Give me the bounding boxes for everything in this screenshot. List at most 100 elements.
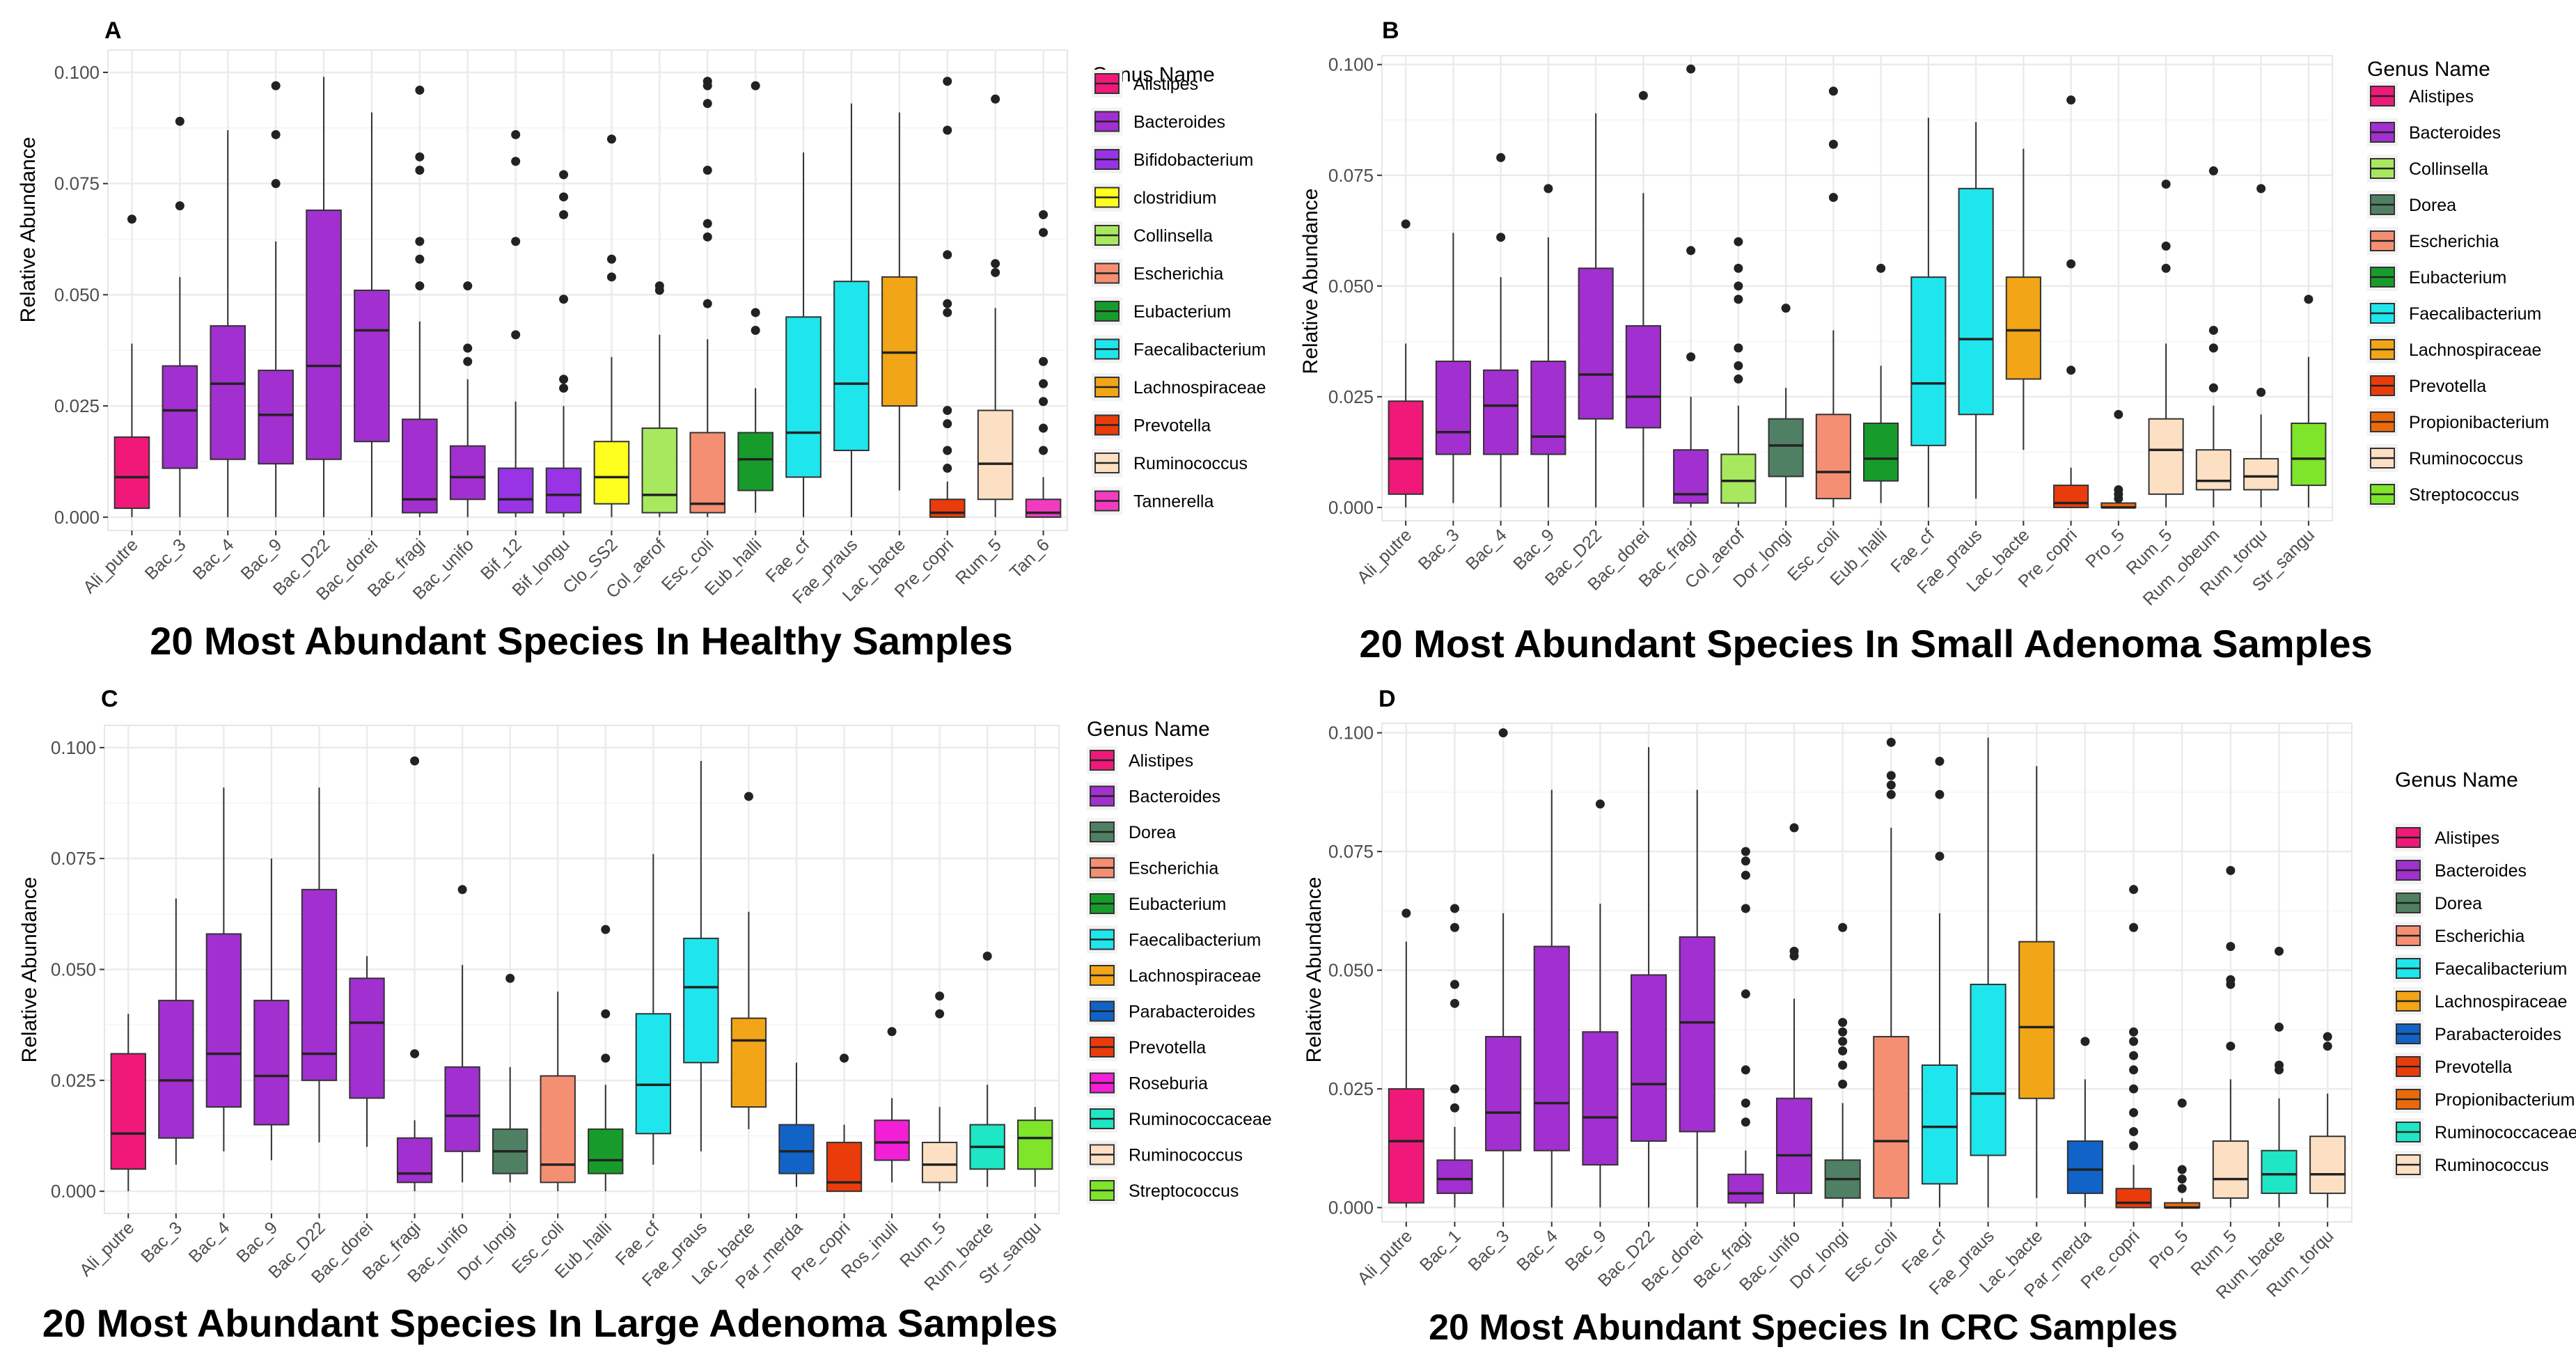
outlier-point — [1638, 91, 1648, 100]
y-tick-label: 0.025 — [54, 395, 100, 416]
legend-item: Escherichia — [2393, 922, 2524, 950]
box-iqr — [2212, 1140, 2249, 1199]
outlier-point — [943, 77, 952, 86]
panel-tag: D — [1379, 686, 1396, 712]
y-tick-label: 0.000 — [51, 1181, 96, 1202]
outlier-point — [1450, 980, 1459, 989]
outlier-point — [751, 326, 760, 335]
x-tick-label: Pro_5 — [2082, 525, 2128, 572]
outlier-point — [2161, 263, 2171, 273]
box-iqr — [205, 933, 242, 1108]
y-axis-title: Relative Abundance — [1303, 877, 1326, 1063]
box-iqr — [110, 1053, 146, 1170]
x-tick-label: Tan_6 — [1006, 535, 1053, 582]
box-iqr — [2148, 418, 2184, 495]
outlier-point — [943, 406, 952, 415]
outlier-point — [175, 201, 184, 211]
box-iqr — [540, 1075, 576, 1184]
box-iqr — [1679, 936, 1715, 1133]
legend-label: Streptococcus — [1129, 1181, 1239, 1201]
outlier-point — [1039, 379, 1049, 388]
legend-item: Alistipes — [2393, 824, 2499, 851]
box-iqr — [635, 1013, 672, 1135]
outlier-point — [2066, 259, 2076, 269]
outlier-point — [1450, 1103, 1459, 1113]
outlier-point — [1450, 1084, 1459, 1094]
box-iqr — [158, 1000, 194, 1139]
outlier-point — [175, 116, 184, 126]
outlier-point — [1935, 851, 1945, 861]
legend-label: Escherichia — [2409, 232, 2499, 251]
legend-item: Propionibacterium — [2367, 408, 2550, 436]
outlier-point — [1828, 139, 1838, 149]
outlier-point — [606, 134, 616, 144]
legend-item: Collinsella — [2367, 155, 2488, 182]
legend-label: Lachnospiraceae — [2409, 340, 2541, 360]
legend-item: Lachnospiraceae — [2367, 336, 2541, 363]
outlier-point — [559, 210, 569, 219]
x-tick-label: Bac_4 — [185, 1218, 234, 1266]
box-iqr — [1631, 974, 1667, 1142]
outlier-point — [1450, 998, 1459, 1008]
y-tick-label: 0.075 — [51, 848, 96, 869]
legend-label: Eubacterium — [1129, 895, 1226, 914]
outlier-point — [2114, 409, 2123, 419]
box-iqr — [162, 365, 198, 469]
outlier-point — [2080, 1037, 2090, 1046]
outlier-point — [2256, 184, 2266, 194]
box-bac-4: Bac_4 — [1513, 789, 1570, 1275]
legend-label: clostridium — [1133, 189, 1216, 208]
legend-item: Dorea — [2393, 889, 2482, 917]
legend-title: Genus Name — [2395, 769, 2518, 792]
y-tick-label: 0.050 — [51, 959, 96, 980]
outlier-point — [2177, 1184, 2187, 1193]
panel-c: 0.000 0.025 0.050 0.075 0.100 Relative Abunda… — [18, 686, 1272, 1345]
box-iqr — [881, 276, 918, 407]
y-tick-label: 0.025 — [1328, 1078, 1374, 1099]
legend-label: Faecalibacterium — [1133, 340, 1266, 360]
outlier-point — [511, 330, 521, 340]
outlier-point — [991, 259, 1000, 269]
outlier-point — [2066, 95, 2076, 105]
box-iqr — [253, 1000, 290, 1126]
x-tick-label: Bac_4 — [189, 535, 238, 583]
legend-item: Ruminococcus — [1087, 1140, 1243, 1169]
x-tick-label: Bac_3 — [1464, 1226, 1513, 1275]
box-iqr — [689, 432, 726, 514]
legend-label: Bacteroides — [1129, 787, 1220, 807]
outlier-point — [2177, 1165, 2187, 1174]
box-iqr — [641, 427, 678, 514]
legend-item: Faecalibacterium — [1092, 335, 1266, 363]
box-iqr — [785, 316, 822, 478]
outlier-point — [887, 1027, 897, 1037]
legend: Genus Name Alistipes Bacteroides Dorea Esche… — [1087, 718, 1272, 1204]
y-tick-label: 0.100 — [54, 62, 100, 83]
outlier-point — [457, 885, 467, 895]
outlier-point — [601, 1009, 611, 1019]
box-iqr — [2115, 1188, 2152, 1209]
legend-label: Propionibacterium — [2435, 1090, 2575, 1110]
box-iqr — [1025, 498, 1062, 518]
outlier-point — [943, 299, 952, 308]
legend-item: Prevotella — [2393, 1053, 2512, 1080]
legend-label: Bacteroides — [2435, 861, 2527, 881]
legend-label: Lachnospiraceae — [2435, 992, 2567, 1012]
outlier-point — [2208, 383, 2218, 393]
legend-item: Streptococcus — [1087, 1177, 1239, 1204]
outlier-point — [271, 129, 281, 139]
outlier-point — [1741, 1099, 1750, 1108]
outlier-point — [1686, 64, 1696, 74]
x-tick-label: Ali_putre — [79, 535, 142, 597]
outlier-point — [511, 237, 521, 246]
outlier-point — [1450, 904, 1459, 913]
legend-label: Roseburia — [1129, 1074, 1208, 1094]
box-iqr — [2195, 449, 2231, 491]
outlier-point — [1886, 771, 1896, 780]
legend-item: Escherichia — [1087, 854, 1218, 882]
panel-b: 0.000 0.025 0.050 0.075 0.100 Relative Abunda… — [1299, 17, 2550, 666]
box-iqr — [545, 467, 582, 514]
box-iqr — [210, 325, 246, 460]
outlier-point — [1039, 210, 1049, 219]
y-tick-label: 0.025 — [1328, 386, 1374, 407]
outlier-point — [1595, 799, 1605, 809]
